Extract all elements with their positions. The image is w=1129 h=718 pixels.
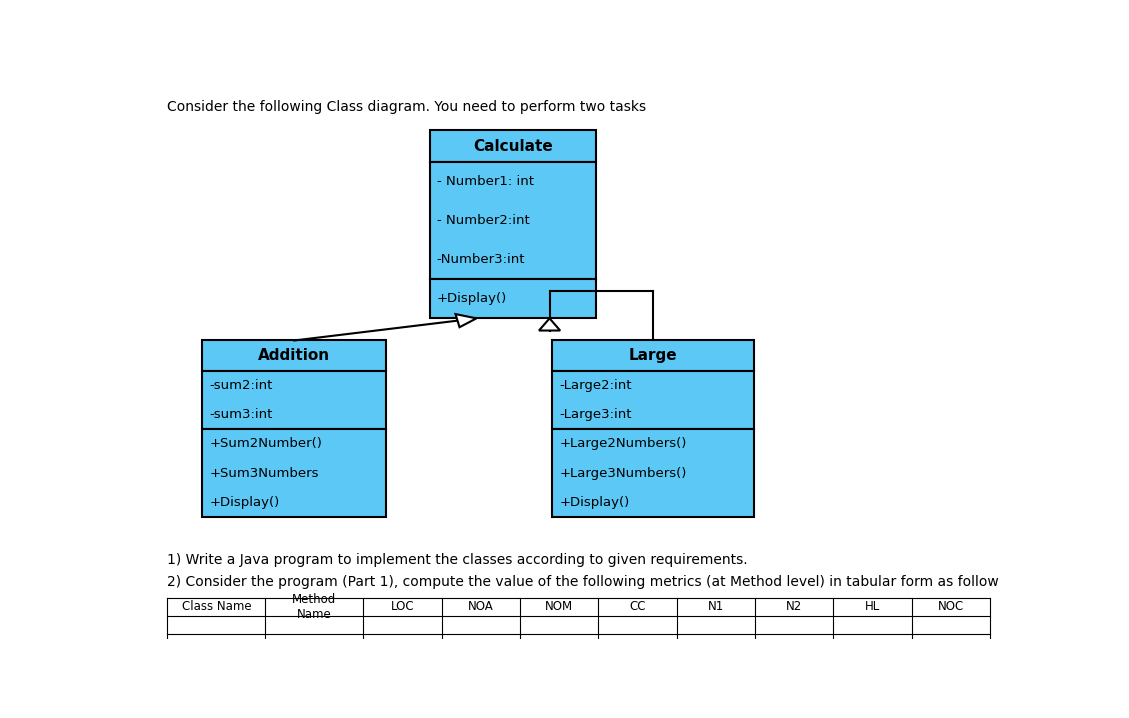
- Text: -Number3:int: -Number3:int: [437, 253, 525, 266]
- Text: HL: HL: [865, 600, 879, 613]
- Bar: [202, 429, 386, 518]
- Text: NOC: NOC: [937, 600, 964, 613]
- Text: +Display(): +Display(): [437, 292, 507, 305]
- Text: Large: Large: [629, 348, 677, 363]
- Text: Method
Name: Method Name: [292, 592, 336, 620]
- Text: Consider the following Class diagram. You need to perform two tasks: Consider the following Class diagram. Yo…: [167, 100, 647, 114]
- Text: NOA: NOA: [467, 600, 493, 613]
- Text: 2) Consider the program (Part 1), compute the value of the following metrics (at: 2) Consider the program (Part 1), comput…: [167, 575, 999, 589]
- Text: LOC: LOC: [391, 600, 414, 613]
- Bar: [430, 131, 596, 162]
- Bar: [552, 429, 754, 518]
- Text: Addition: Addition: [259, 348, 331, 363]
- Text: Calculate: Calculate: [473, 139, 553, 154]
- Bar: [430, 162, 596, 279]
- Text: +Sum3Numbers: +Sum3Numbers: [209, 467, 318, 480]
- Text: N1: N1: [708, 600, 724, 613]
- Text: +Large2Numbers(): +Large2Numbers(): [559, 437, 686, 450]
- Text: -sum2:int: -sum2:int: [209, 378, 273, 392]
- Text: - Number2:int: - Number2:int: [437, 215, 530, 228]
- Bar: [552, 340, 754, 370]
- Text: 1) Write a Java program to implement the classes according to given requirements: 1) Write a Java program to implement the…: [167, 554, 749, 567]
- Text: +Display(): +Display(): [209, 496, 280, 509]
- Text: +Sum2Number(): +Sum2Number(): [209, 437, 322, 450]
- Text: +Display(): +Display(): [559, 496, 630, 509]
- Bar: [430, 279, 596, 318]
- Bar: [552, 370, 754, 429]
- Text: -sum3:int: -sum3:int: [209, 408, 273, 421]
- Text: - Number1: int: - Number1: int: [437, 175, 534, 188]
- Polygon shape: [539, 318, 560, 330]
- Text: -Large3:int: -Large3:int: [559, 408, 632, 421]
- Text: NOM: NOM: [545, 600, 574, 613]
- Bar: [202, 340, 386, 370]
- Bar: [202, 370, 386, 429]
- Text: -Large2:int: -Large2:int: [559, 378, 632, 392]
- Text: CC: CC: [629, 600, 646, 613]
- Text: +Large3Numbers(): +Large3Numbers(): [559, 467, 686, 480]
- Polygon shape: [455, 314, 476, 327]
- Text: Class Name: Class Name: [182, 600, 251, 613]
- Text: N2: N2: [786, 600, 802, 613]
